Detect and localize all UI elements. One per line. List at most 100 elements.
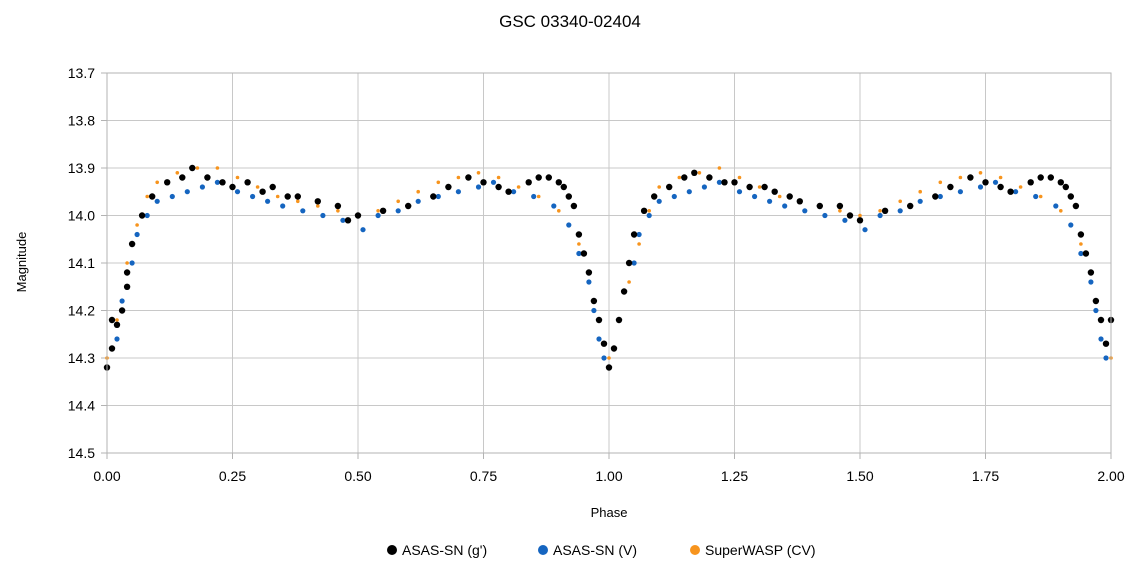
data-point (1067, 193, 1075, 200)
data-point (234, 189, 241, 195)
data-point (536, 194, 541, 199)
data-point (108, 345, 116, 352)
data-point (822, 212, 828, 219)
y-tick-label: 13.9 (68, 160, 95, 176)
data-point (816, 202, 823, 210)
data-point (1047, 174, 1055, 181)
data-point (1092, 297, 1100, 305)
data-point (415, 198, 421, 204)
grid (101, 72, 1112, 459)
data-point (757, 185, 762, 189)
data-point (767, 198, 773, 204)
data-point (1078, 250, 1084, 257)
legend-label: SuperWASP (CV) (705, 542, 815, 558)
legend-label: ASAS-SN (V) (553, 542, 637, 558)
data-point (640, 207, 648, 214)
data-point (235, 175, 240, 180)
data-point (570, 202, 578, 210)
data-point (214, 179, 220, 185)
data-point (496, 175, 501, 180)
data-point (1097, 316, 1105, 324)
data-point (1059, 209, 1063, 213)
data-point (998, 175, 1003, 180)
data-point (144, 212, 150, 219)
data-point (354, 212, 362, 219)
y-tick-label: 13.8 (68, 113, 95, 129)
data-point (125, 261, 129, 265)
data-point (119, 298, 125, 304)
data-point (300, 208, 306, 214)
data-point (590, 297, 598, 305)
data-point (1062, 183, 1070, 191)
data-point (244, 179, 251, 186)
data-point (898, 199, 902, 204)
data-point (135, 223, 139, 227)
data-point (651, 193, 658, 200)
data-point (1098, 336, 1104, 342)
data-point (1038, 194, 1043, 199)
data-point (706, 174, 713, 181)
data-point (184, 189, 190, 195)
data-point (154, 198, 160, 204)
data-point (340, 217, 346, 223)
data-point (630, 231, 638, 238)
data-point (560, 183, 567, 191)
x-axis-label: Phase (591, 505, 628, 520)
data-point (379, 207, 387, 214)
data-point (169, 193, 175, 200)
data-point (878, 209, 882, 213)
x-tick-label: 0.75 (470, 468, 497, 484)
data-point (505, 188, 512, 195)
data-point (677, 175, 682, 180)
data-point (620, 288, 628, 295)
data-point (636, 231, 642, 238)
y-tick-label: 14.0 (68, 208, 95, 224)
data-point (686, 189, 692, 195)
data-point (465, 174, 472, 181)
data-point (932, 193, 939, 200)
data-point (405, 202, 412, 210)
data-point (937, 193, 943, 200)
data-point (1079, 242, 1083, 246)
data-point (490, 179, 497, 185)
data-point (1093, 307, 1099, 314)
data-point (495, 183, 502, 191)
data-point (551, 203, 557, 209)
data-point (637, 242, 641, 246)
data-point (189, 164, 196, 172)
data-point (605, 364, 613, 371)
data-point (269, 183, 276, 191)
data-point (585, 269, 593, 276)
data-point (681, 174, 688, 181)
data-point (897, 208, 903, 214)
data-point (721, 179, 728, 186)
data-point (416, 189, 421, 194)
data-point (856, 217, 864, 224)
data-point (535, 174, 542, 181)
data-point (842, 217, 848, 223)
data-point (255, 185, 260, 189)
data-point (586, 279, 592, 285)
data-point (435, 193, 441, 200)
data-point (114, 336, 120, 342)
data-point (118, 307, 126, 314)
y-tick-label: 14.3 (68, 350, 95, 366)
data-point (259, 188, 266, 195)
y-tick-label: 14.1 (68, 255, 95, 271)
data-point (134, 231, 140, 238)
data-point (656, 198, 662, 204)
x-tick-label: 2.00 (1097, 468, 1124, 484)
data-point (731, 179, 738, 186)
data-point (746, 183, 753, 191)
data-point (1103, 355, 1109, 361)
data-point (195, 166, 200, 170)
data-point (580, 250, 588, 257)
x-tick-label: 0.00 (93, 468, 120, 484)
data-point (456, 175, 461, 180)
legend-label: ASAS-SN (g') (402, 542, 487, 558)
data-point (219, 179, 226, 186)
data-point (697, 171, 702, 175)
data-point (1037, 174, 1044, 181)
data-point (280, 203, 286, 209)
data-point (591, 307, 597, 314)
